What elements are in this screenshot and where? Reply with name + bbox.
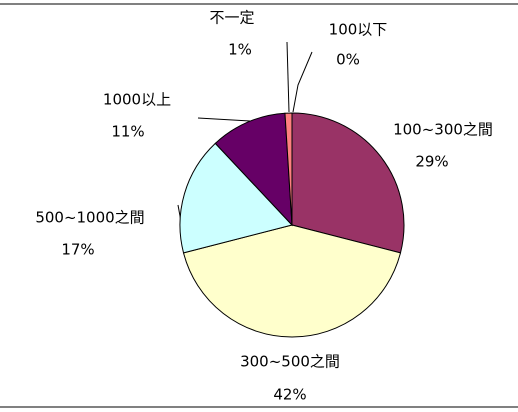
slice-label: 1000以上 [103,91,171,109]
value-label: 42% [273,386,306,404]
slice-label: 500~1000之間 [35,209,144,227]
value-label: 17% [61,241,94,259]
pie-slice [214,112,293,227]
pie-slice [182,224,402,338]
slice-label: 100~300之間 [393,121,493,139]
leader-line [292,51,313,113]
slice-label: 100以下 [329,21,388,39]
pie-slice [291,112,405,254]
leader-line [197,117,251,122]
leader-line [286,41,290,113]
pie-slice [179,142,293,254]
value-label: 29% [415,153,448,171]
value-label: 1% [228,41,252,59]
pie-slice [284,112,293,226]
slice-label: 不一定 [209,9,254,27]
slice-label: 300~500之間 [240,353,340,371]
value-label: 0% [336,51,360,69]
value-label: 11% [111,123,144,141]
